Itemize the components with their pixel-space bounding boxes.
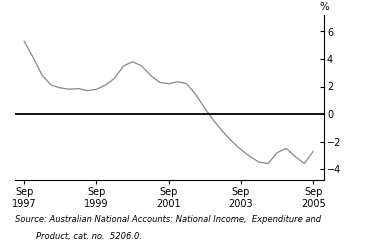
Text: Source: Australian National Accounts: National Income,  Expenditure and: Source: Australian National Accounts: Na… [15, 215, 321, 224]
Text: %: % [319, 2, 329, 12]
Text: Product, cat. no.  5206.0.: Product, cat. no. 5206.0. [15, 232, 142, 241]
